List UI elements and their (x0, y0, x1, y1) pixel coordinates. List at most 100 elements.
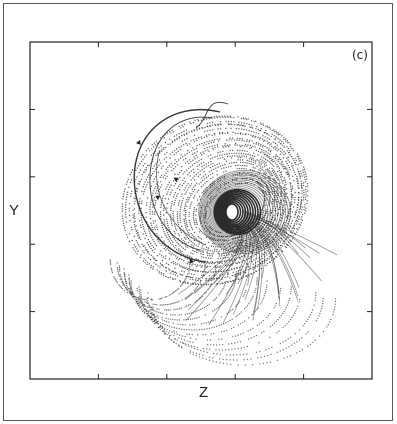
trajectory-dot (167, 170, 169, 172)
trajectory-dot (213, 141, 215, 143)
trajectory-dot (181, 202, 183, 204)
trajectory-dot (219, 344, 221, 346)
trajectory-dot (284, 308, 286, 311)
trajectory-dot (173, 204, 175, 206)
trajectory-dot (173, 327, 175, 329)
trajectory-dot (162, 274, 165, 277)
trajectory-dot (275, 320, 277, 323)
trajectory-dot (212, 357, 214, 359)
trajectory-dot (264, 171, 266, 173)
trajectory-dot (109, 262, 112, 264)
trajectory-dot (298, 211, 300, 213)
trajectory-dot (279, 139, 281, 141)
trajectory-dot (144, 162, 146, 165)
trajectory-dot (255, 287, 257, 289)
trajectory-dot (236, 262, 238, 265)
trajectory-dot (250, 267, 252, 270)
trajectory-dot (226, 153, 228, 155)
trajectory-dot (189, 352, 191, 354)
trajectory-dot (297, 204, 299, 206)
trajectory-dot (206, 252, 209, 254)
trajectory-dot (121, 208, 123, 210)
trajectory-dot (225, 252, 228, 255)
trajectory-dot (281, 149, 284, 151)
trajectory-dot (189, 192, 191, 194)
trajectory-dot (151, 249, 154, 252)
trajectory-dot (257, 136, 259, 138)
trajectory-dot (186, 313, 188, 315)
trajectory-dot (274, 305, 276, 307)
trajectory-dot (230, 253, 233, 255)
trajectory-dot (217, 128, 219, 130)
trajectory-dot (196, 151, 198, 153)
trajectory-dot (137, 250, 139, 252)
trajectory-dot (145, 313, 148, 315)
trajectory-dot (157, 185, 160, 187)
trajectory-dot (247, 330, 249, 332)
trajectory-dot (201, 154, 203, 156)
trajectory-dot (221, 260, 223, 263)
trajectory-dot (138, 200, 141, 202)
trajectory-dot (250, 163, 252, 165)
trajectory-dot (294, 223, 296, 225)
trajectory-dot (247, 133, 250, 136)
trajectory-dot (168, 258, 171, 260)
trajectory-dot (153, 251, 155, 253)
trajectory-dot (293, 159, 295, 162)
trajectory-dot (184, 297, 186, 299)
trajectory-dot (238, 155, 241, 157)
trajectory-dot (188, 263, 191, 266)
trajectory-dot (165, 161, 168, 163)
trajectory-dot (179, 148, 182, 151)
trajectory-dot (263, 330, 265, 333)
trajectory-dot (148, 240, 151, 243)
trajectory-dot (277, 318, 279, 321)
trajectory-dot (255, 141, 258, 144)
trajectory-dot (170, 293, 172, 296)
trajectory-dot (244, 320, 246, 322)
trajectory-dot (231, 318, 233, 320)
trajectory-dot (231, 123, 233, 126)
trajectory-dot (253, 255, 255, 257)
trajectory-dot (121, 287, 124, 290)
trajectory-dot (232, 354, 235, 356)
trajectory-dot (125, 201, 127, 203)
trajectory-dot (273, 131, 276, 133)
trajectory-dot (285, 347, 287, 349)
trajectory-dot (195, 244, 197, 246)
trajectory-dot (233, 152, 235, 154)
trajectory-dot (218, 294, 220, 296)
trajectory-dot (211, 253, 213, 255)
trajectory-dot (182, 197, 184, 200)
trajectory-dot (184, 267, 186, 270)
trajectory-dot (196, 199, 199, 201)
trajectory-dot (128, 240, 131, 243)
trajectory-dot (186, 263, 188, 265)
trajectory-dot (189, 175, 191, 177)
trajectory-dot (298, 199, 300, 201)
trajectory-dot (278, 330, 280, 332)
trajectory-dot (138, 296, 140, 298)
trajectory-dot (137, 300, 139, 303)
trajectory-dot (194, 237, 196, 239)
trajectory-dot (151, 306, 153, 308)
trajectory-dot (207, 175, 210, 177)
trajectory-dot (197, 175, 199, 178)
trajectory-dot (198, 160, 200, 162)
trajectory-dot (208, 262, 210, 265)
trajectory-dot (228, 254, 230, 256)
trajectory-dot (274, 234, 276, 237)
trajectory-dot (195, 138, 197, 140)
trajectory-dot (227, 132, 229, 134)
trajectory-dot (223, 171, 225, 173)
trajectory-dot (243, 168, 245, 170)
trajectory-dot (276, 351, 278, 353)
trajectory-dot (300, 199, 303, 201)
core-orbit (200, 173, 286, 251)
trajectory-dot (176, 195, 178, 197)
trajectory-dot (144, 181, 146, 183)
trajectory-dot (212, 242, 214, 245)
trajectory-dot (136, 253, 138, 255)
trajectory-dot (168, 332, 170, 334)
trajectory-dot (248, 130, 250, 132)
